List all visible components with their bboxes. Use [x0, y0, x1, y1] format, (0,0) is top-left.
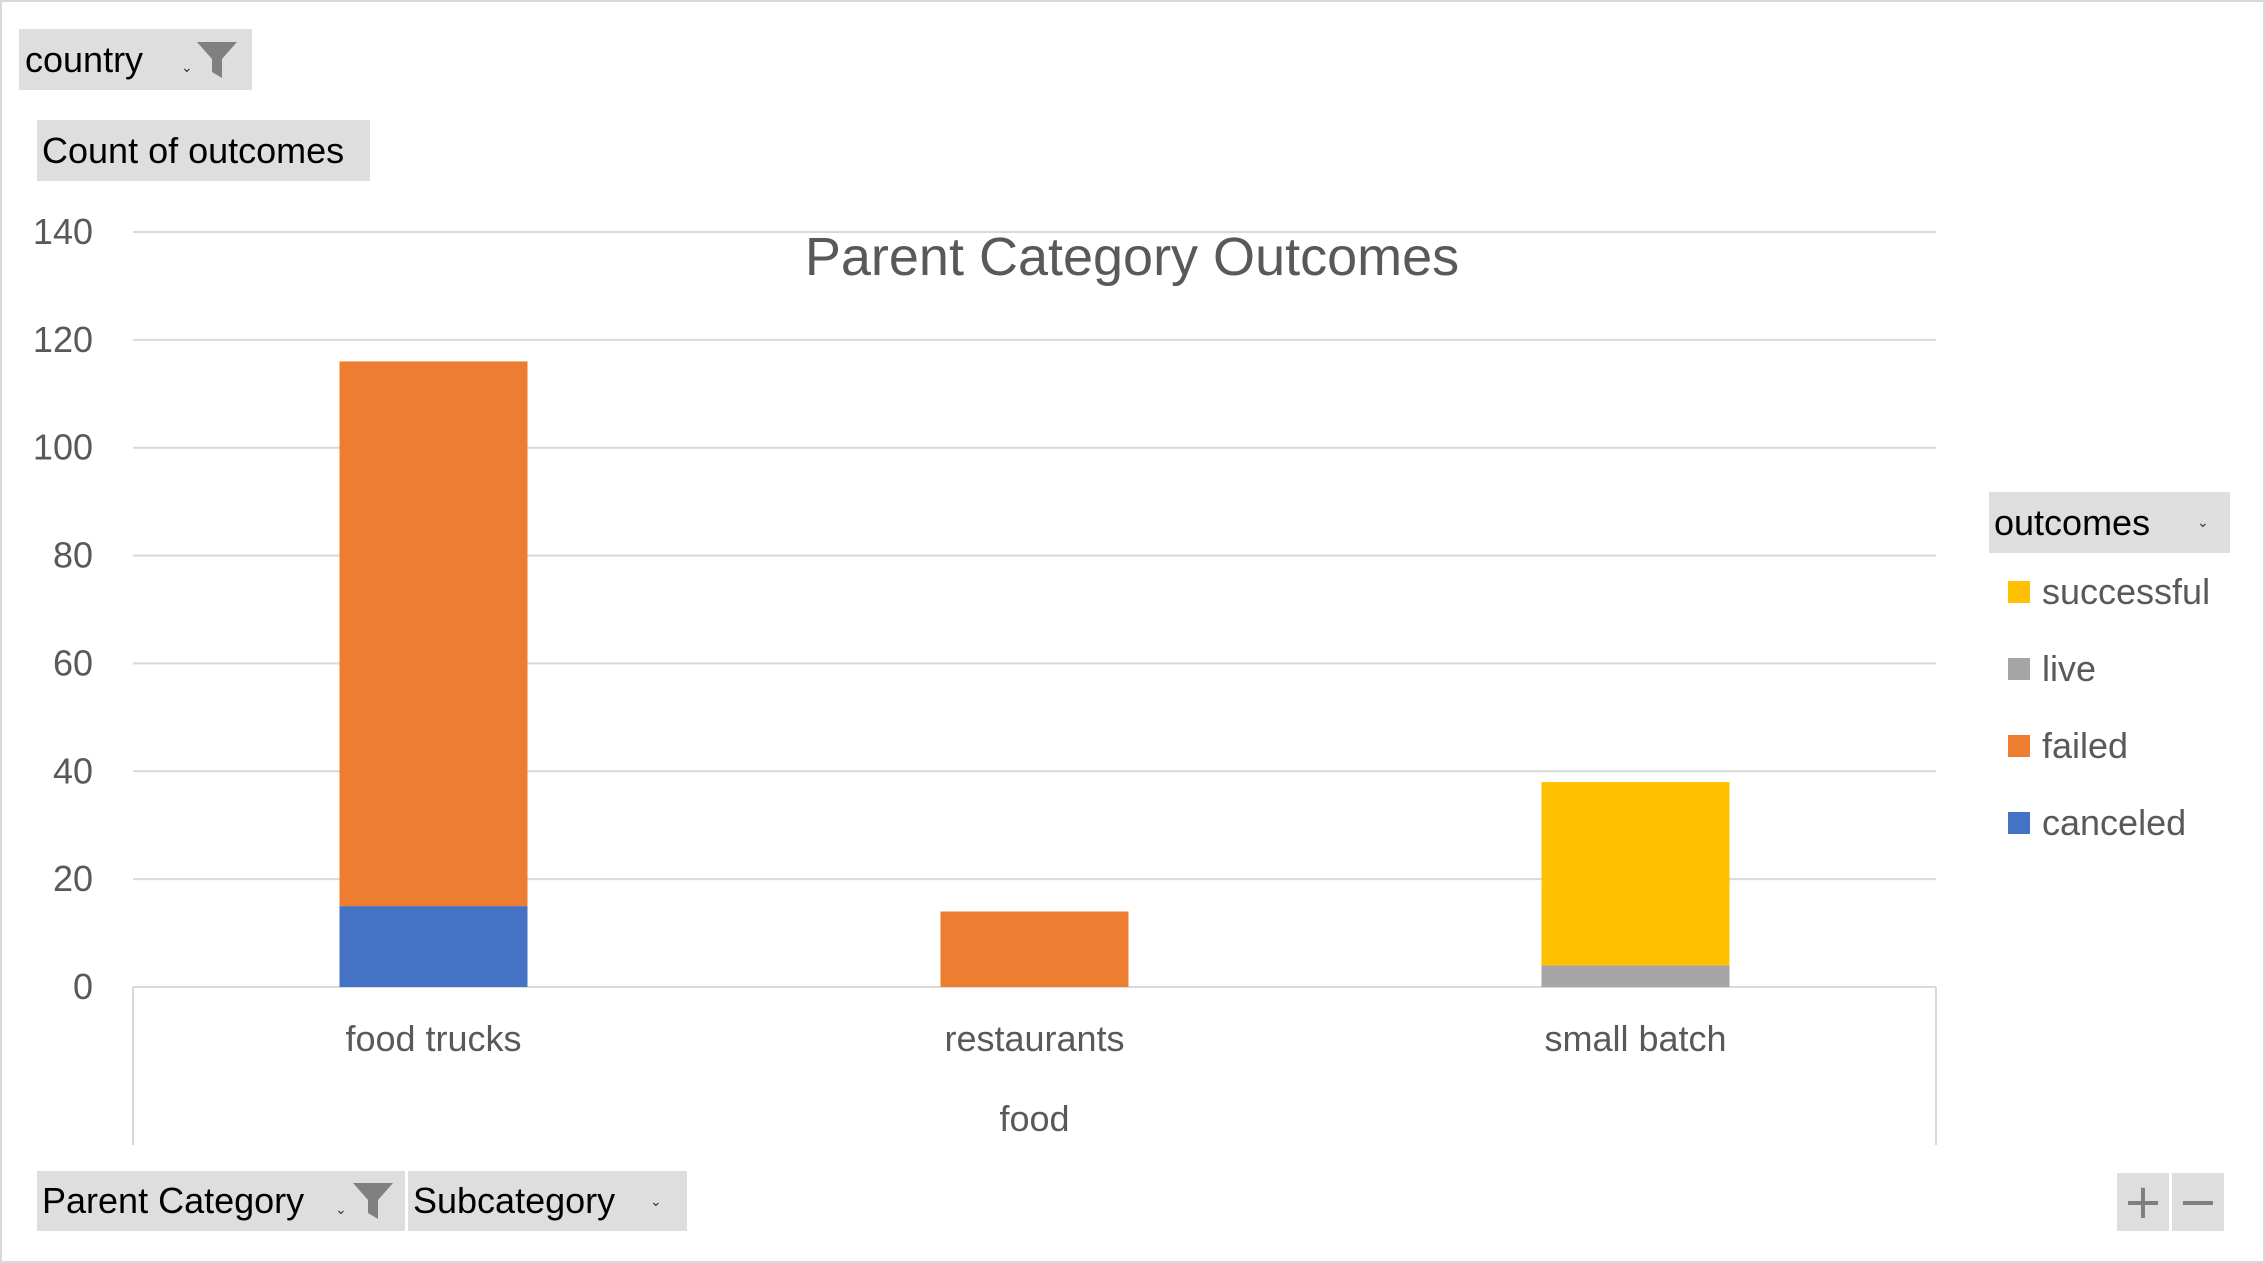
expand-button[interactable]: +: [2117, 1173, 2169, 1231]
bar-failed: [339, 361, 528, 907]
legend-item-live: live: [2008, 648, 2096, 690]
legend-item-canceled: canceled: [2008, 802, 2186, 844]
legend-swatch: [2008, 735, 2030, 757]
legend-swatch: [2008, 581, 2030, 603]
bar-failed: [940, 911, 1129, 987]
y-tick-label: 20: [53, 858, 93, 899]
legend-swatch: [2008, 812, 2030, 834]
bar-live: [1541, 965, 1730, 987]
legend-label: canceled: [2042, 802, 2187, 843]
legend-swatch: [2008, 658, 2030, 680]
legend-label: failed: [2042, 725, 2129, 766]
country-filter-button[interactable]: country ⌄: [19, 29, 252, 90]
country-filter-label: country: [25, 38, 144, 80]
dropdown-arrow-icon: ⌄: [335, 1201, 347, 1217]
legend-field-button[interactable]: outcomes ⌄: [1989, 492, 2230, 553]
dropdown-arrow-icon: ⌄: [2197, 514, 2209, 530]
x-group-label: food: [999, 1098, 1069, 1139]
dropdown-arrow-icon: ⌄: [650, 1193, 662, 1209]
legend-item-failed: failed: [2008, 725, 2128, 767]
minus-icon: −: [2177, 1174, 2219, 1230]
filter-funnel-icon: [353, 1183, 393, 1219]
value-field-label: Count of outcomes: [42, 129, 345, 171]
y-tick-label: 140: [33, 211, 93, 252]
chart-title: Parent Category Outcomes: [805, 227, 1459, 287]
collapse-button[interactable]: −: [2172, 1173, 2224, 1231]
subcategory-label: Subcategory: [413, 1180, 616, 1221]
legend-label: live: [2042, 648, 2097, 689]
y-tick-label: 40: [53, 750, 93, 791]
bar-canceled: [339, 906, 528, 987]
parent-category-label: Parent Category: [42, 1180, 305, 1221]
bars: [339, 361, 1730, 987]
y-axis-tick-labels: 0 20 40 60 80 100 120 140: [33, 211, 93, 1007]
x-axis: food trucks restaurants small batch food: [132, 987, 1937, 1145]
y-tick-label: 60: [53, 642, 93, 683]
y-tick-label: 80: [53, 535, 93, 576]
dropdown-arrow-icon: ⌄: [181, 59, 193, 75]
value-field-button[interactable]: Count of outcomes: [37, 120, 370, 181]
legend-label: successful: [2042, 571, 2211, 612]
plus-icon: +: [2122, 1174, 2164, 1230]
legend-field-label: outcomes: [1994, 501, 2151, 543]
subcategory-field-button[interactable]: Subcategory ⌄: [408, 1171, 687, 1231]
filter-funnel-icon: [197, 42, 237, 78]
legend-item-successful: successful: [2008, 571, 2210, 613]
parent-category-filter-button[interactable]: Parent Category ⌄: [37, 1171, 405, 1231]
bar-successful: [1541, 782, 1730, 966]
y-tick-label: 100: [33, 427, 93, 468]
x-category-label: small batch: [1544, 1018, 1726, 1059]
x-category-label: food trucks: [345, 1018, 521, 1059]
x-category-label: restaurants: [944, 1018, 1124, 1059]
y-tick-label: 120: [33, 319, 93, 360]
y-tick-label: 0: [73, 966, 93, 1007]
